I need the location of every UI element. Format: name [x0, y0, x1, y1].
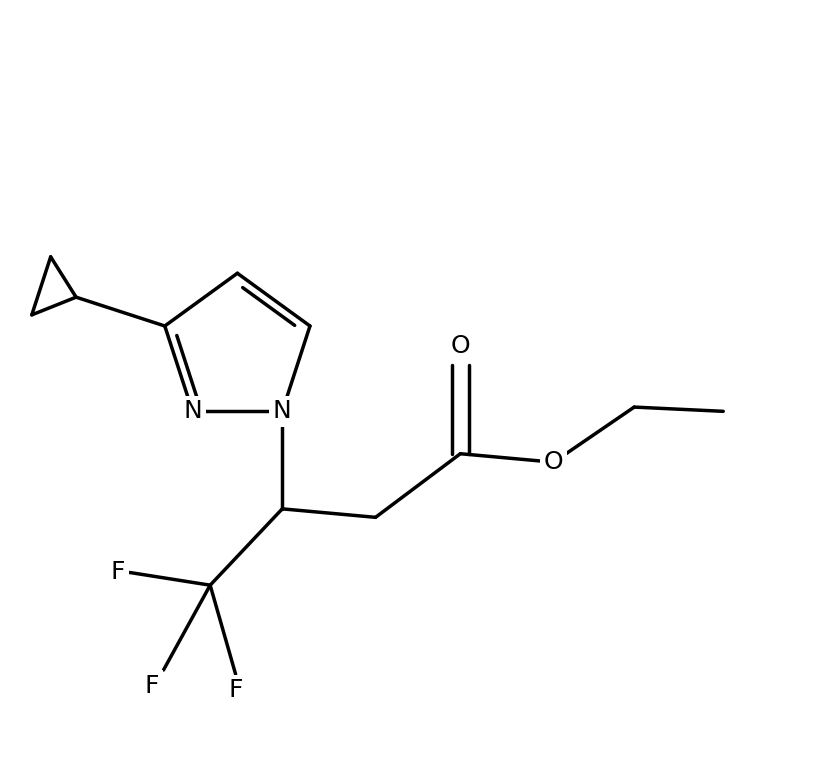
Text: O: O	[450, 334, 470, 358]
Text: F: F	[111, 561, 125, 584]
Text: O: O	[544, 450, 563, 474]
Text: F: F	[145, 674, 160, 698]
Text: F: F	[229, 679, 243, 703]
Text: N: N	[273, 400, 291, 423]
Text: N: N	[183, 400, 202, 423]
